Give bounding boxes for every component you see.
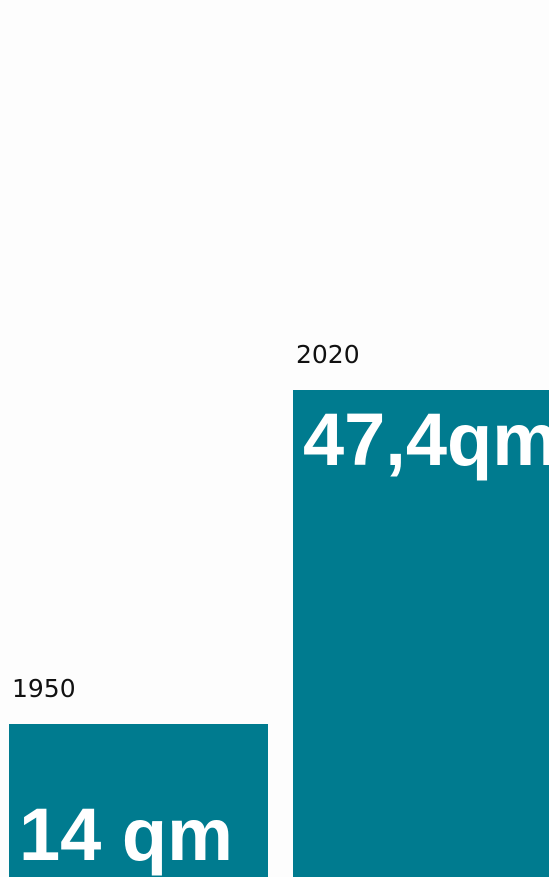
bar [293, 390, 549, 877]
bar [9, 724, 268, 877]
value-label: 14 qm [19, 793, 233, 876]
category-label: 2020 [296, 340, 360, 369]
category-label: 1950 [12, 674, 76, 703]
value-label: 47,4qm [303, 398, 549, 481]
